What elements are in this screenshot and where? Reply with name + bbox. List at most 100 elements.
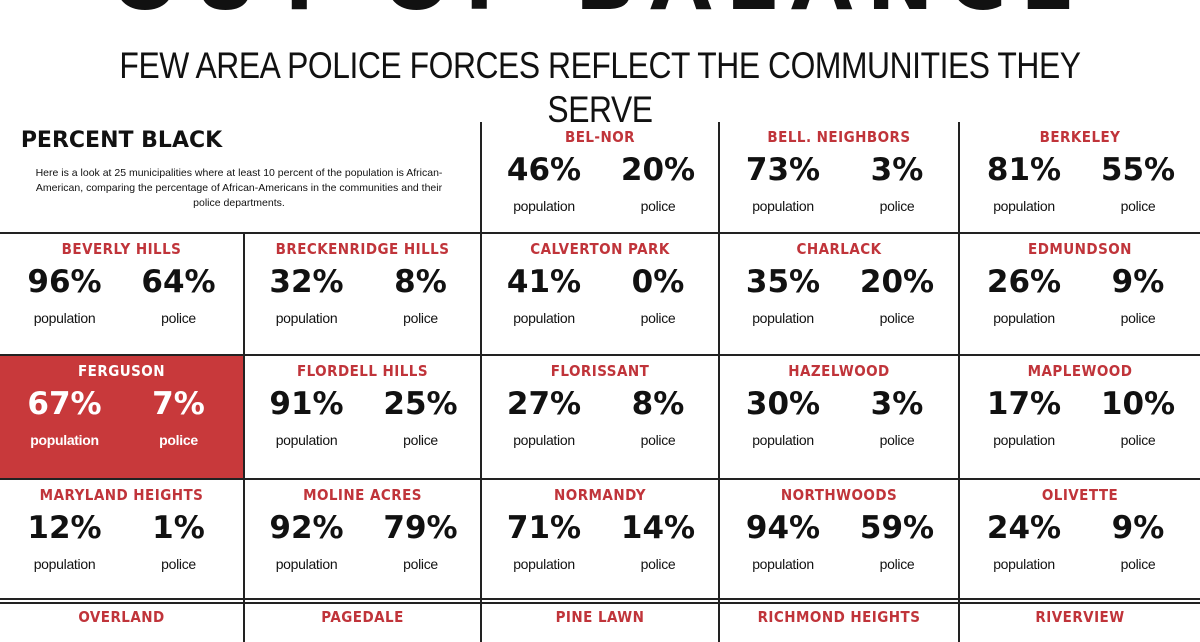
population-percent: 12% [27, 510, 102, 546]
police-label: police [879, 556, 915, 572]
population-percent: 71% [506, 510, 582, 546]
municipality-name: FLORDELL HILLS [296, 362, 429, 380]
population-percent: 32% [269, 264, 344, 300]
police-label: police [640, 432, 676, 448]
row-divider [0, 354, 1200, 356]
police-percent: 64% [141, 264, 216, 300]
municipality-name: BRECKENRIDGE HILLS [275, 240, 450, 258]
population-label: population [513, 310, 575, 326]
police-percent: 59% [859, 510, 935, 546]
police-percent: 3% [870, 152, 924, 188]
population-label: population [513, 432, 575, 448]
municipality-cell: FERGUSON 67% 7% population police [0, 356, 243, 478]
population-label: population [993, 556, 1055, 572]
population-percent: 91% [269, 386, 344, 422]
police-percent: 25% [383, 386, 458, 422]
population-label: population [993, 432, 1055, 448]
municipality-name: BEL-NOR [564, 128, 636, 146]
population-percent: 17% [986, 386, 1062, 422]
row-divider [0, 602, 1200, 604]
column-divider [718, 122, 720, 642]
population-percent: 24% [986, 510, 1062, 546]
municipality-cell: OLIVETTE 24% 9% population police [960, 480, 1200, 600]
population-label: population [513, 198, 575, 214]
police-label: police [161, 556, 196, 572]
municipality-name: OVERLAND [78, 608, 165, 626]
municipality-name: OLIVETTE [1041, 486, 1119, 504]
municipality-name: RICHMOND HEIGHTS [757, 608, 921, 626]
police-label: police [640, 310, 676, 326]
municipality-cell: CALVERTON PARK 41% 0% population police [482, 234, 718, 354]
police-percent: 14% [620, 510, 696, 546]
municipality-cell: BEL-NOR 46% 20% population police [482, 122, 718, 232]
column-divider [958, 122, 960, 642]
municipality-cell: FLORISSANT 27% 8% population police [482, 356, 718, 478]
police-label: police [403, 432, 438, 448]
police-label: police [1120, 432, 1156, 448]
population-percent: 30% [745, 386, 821, 422]
subtitle: FEW AREA POLICE FORCES REFLECT THE COMMU… [119, 45, 1081, 130]
police-percent: 10% [1100, 386, 1176, 422]
municipality-name: NORMANDY [554, 486, 646, 504]
population-percent: 92% [269, 510, 344, 546]
municipality-cell: BRECKENRIDGE HILLS 32% 8% population police [245, 234, 480, 354]
population-percent: 41% [506, 264, 582, 300]
population-percent: 26% [986, 264, 1062, 300]
population-label: population [752, 432, 814, 448]
municipality-name: FLORISSANT [550, 362, 650, 380]
municipality-name: MOLINE ACRES [303, 486, 422, 504]
police-label: police [159, 432, 198, 448]
municipality-name: RIVERVIEW [1035, 608, 1125, 626]
row-divider [0, 232, 1200, 234]
police-label: police [640, 556, 676, 572]
population-percent: 46% [506, 152, 582, 188]
municipality-name: BEVERLY HILLS [61, 240, 182, 258]
police-label: police [640, 198, 676, 214]
municipality-cell: HAZELWOOD 30% 3% population police [720, 356, 958, 478]
population-label: population [993, 198, 1055, 214]
police-percent: 20% [620, 152, 696, 188]
police-percent: 1% [152, 510, 205, 546]
intro-title: PERCENT BLACK [20, 128, 223, 153]
police-label: police [161, 310, 196, 326]
municipality-cell: FLORDELL HILLS 91% 25% population police [245, 356, 480, 478]
municipality-cell: EDMUNDSON 26% 9% population police [960, 234, 1200, 354]
police-percent: 20% [859, 264, 935, 300]
municipality-name: MAPLEWOOD [1027, 362, 1133, 380]
municipality-cell: RICHMOND HEIGHTS [720, 602, 958, 642]
police-percent: 9% [1111, 264, 1165, 300]
municipality-cell: BERKELEY 81% 55% population police [960, 122, 1200, 232]
municipality-name: CHARLACK [796, 240, 882, 258]
municipality-name: NORTHWOODS [780, 486, 898, 504]
population-percent: 94% [745, 510, 821, 546]
population-label: population [752, 198, 814, 214]
municipality-cell: OVERLAND [0, 602, 243, 642]
population-percent: 81% [986, 152, 1062, 188]
police-percent: 7% [152, 386, 205, 422]
population-percent: 67% [27, 386, 102, 422]
municipality-cell: BEVERLY HILLS 96% 64% population police [0, 234, 243, 354]
population-label: population [752, 310, 814, 326]
population-label: population [513, 556, 575, 572]
police-label: police [1120, 310, 1156, 326]
police-percent: 9% [1111, 510, 1165, 546]
municipality-cell: MAPLEWOOD 17% 10% population police [960, 356, 1200, 478]
column-divider [480, 122, 482, 642]
police-percent: 3% [870, 386, 924, 422]
municipality-cell: NORTHWOODS 94% 59% population police [720, 480, 958, 600]
population-percent: 73% [745, 152, 821, 188]
population-label: population [33, 556, 96, 572]
municipality-cell: BELL. NEIGHBORS 73% 3% population police [720, 122, 958, 232]
population-label: population [752, 556, 814, 572]
police-percent: 79% [383, 510, 458, 546]
intro-text: Here is a look at 25 municipalities wher… [35, 167, 443, 209]
population-label: population [993, 310, 1055, 326]
police-label: police [879, 310, 915, 326]
municipality-name: MARYLAND HEIGHTS [39, 486, 204, 504]
police-label: police [1120, 198, 1156, 214]
police-percent: 8% [394, 264, 447, 300]
police-percent: 55% [1100, 152, 1176, 188]
municipality-name: HAZELWOOD [788, 362, 890, 380]
police-percent: 0% [631, 264, 685, 300]
municipality-cell: PINE LAWN [482, 602, 718, 642]
